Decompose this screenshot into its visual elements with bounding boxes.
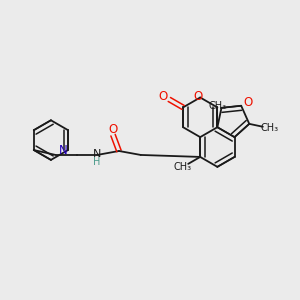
Text: N: N <box>93 149 101 159</box>
Text: CH₃: CH₃ <box>208 101 226 111</box>
Text: O: O <box>159 89 168 103</box>
Text: O: O <box>194 90 203 103</box>
Text: CH₃: CH₃ <box>260 123 279 133</box>
Text: O: O <box>244 96 253 109</box>
Text: H: H <box>94 157 101 167</box>
Text: N: N <box>59 143 68 157</box>
Text: CH₃: CH₃ <box>173 162 191 172</box>
Text: O: O <box>108 123 118 136</box>
